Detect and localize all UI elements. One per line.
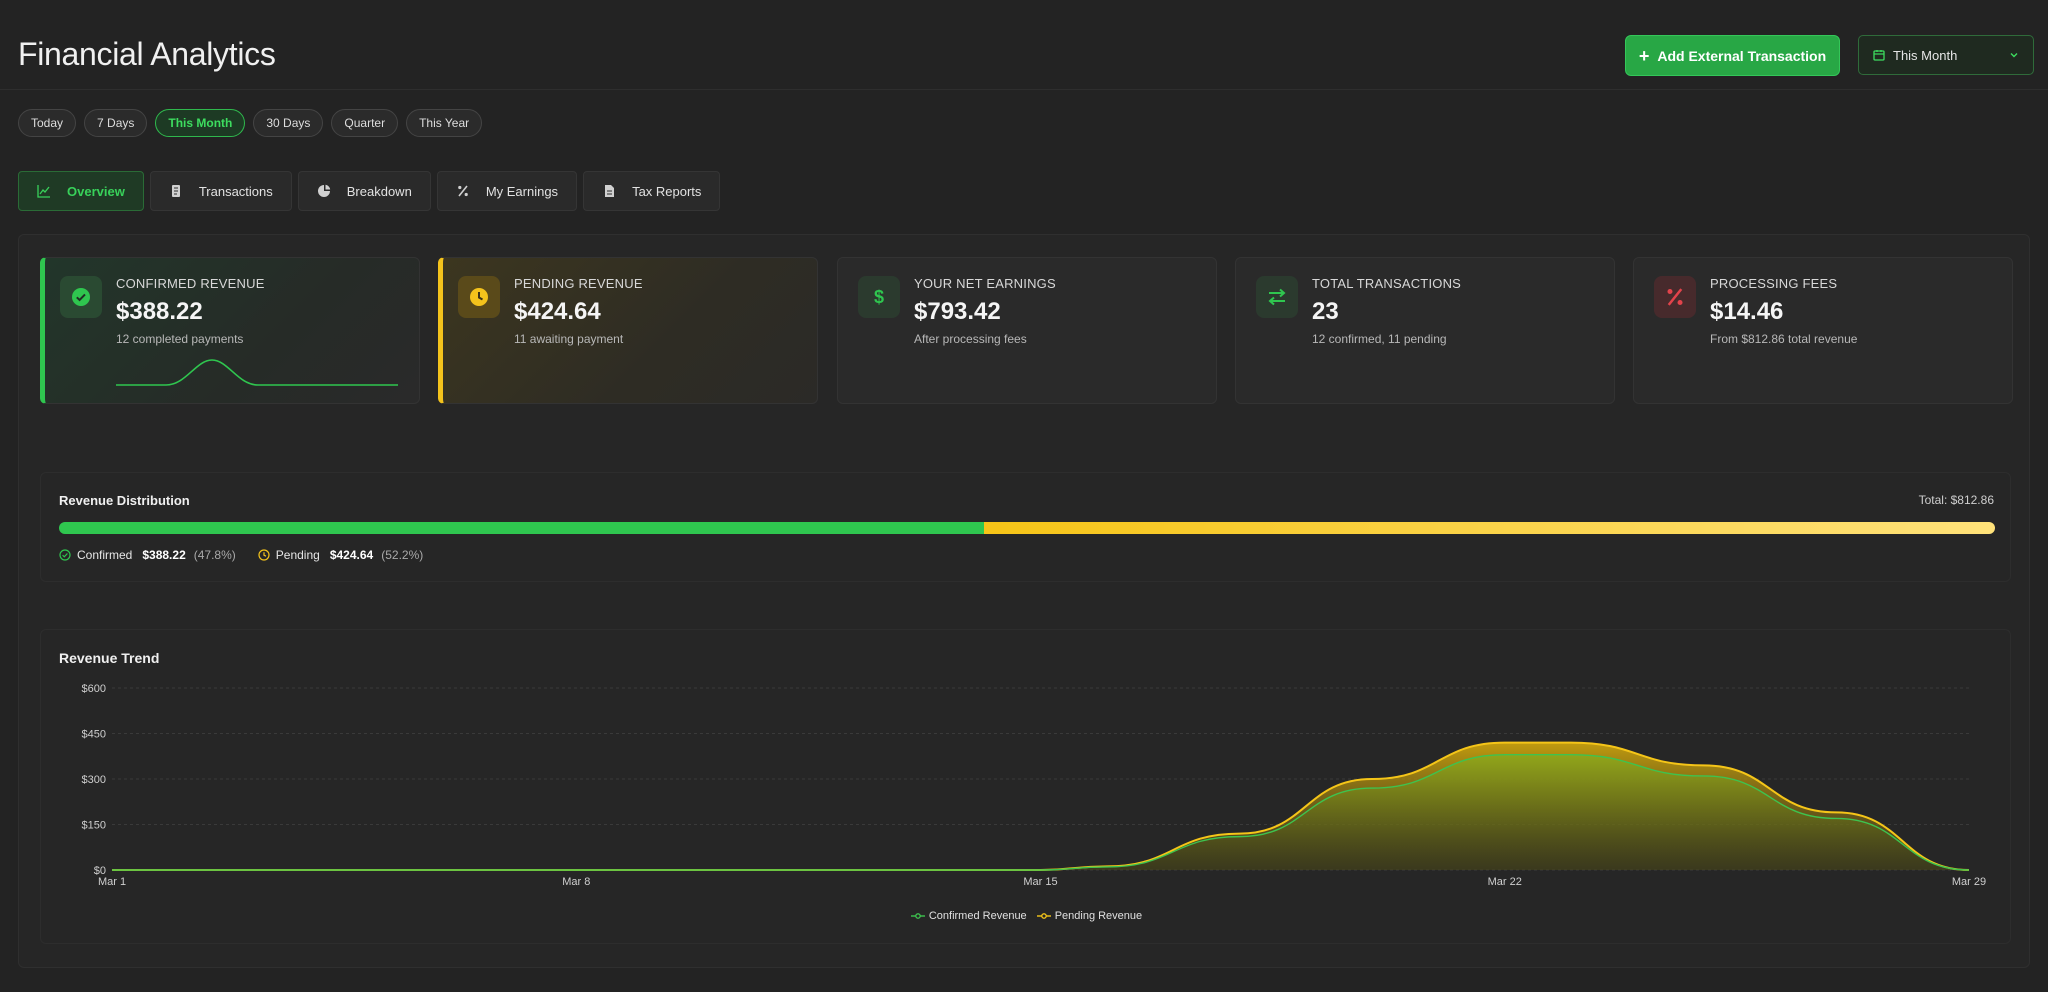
- y-tick-label: $300: [82, 774, 106, 786]
- range-this-month[interactable]: This Month: [155, 109, 246, 137]
- stat-card-label: PROCESSING FEES: [1710, 276, 1838, 291]
- svg-text:$: $: [874, 287, 884, 307]
- plus-icon: +: [1638, 45, 1650, 66]
- line-confirmed-revenue: [112, 754, 1970, 871]
- legend-pending-revenue[interactable]: Pending Revenue: [1036, 910, 1143, 922]
- add-external-transaction-button[interactable]: + Add External Transaction: [1625, 35, 1840, 76]
- range-this-year[interactable]: This Year: [406, 109, 483, 137]
- revenue-trend-chart: $0 $150 $300 $450 $600 Mar 1 Mar 8 Mar 15 Mar 22…: [82, 683, 1987, 888]
- x-tick-label: Mar 22: [1488, 876, 1522, 888]
- tab-label: Breakdown: [346, 183, 412, 199]
- tab-label: Overview: [67, 183, 125, 199]
- tab-transactions[interactable]: Transactions: [149, 171, 292, 211]
- pie-chart-icon: [317, 184, 331, 198]
- area-confirmed-revenue: [112, 754, 1969, 870]
- stat-card-label: PENDING REVENUE: [514, 276, 643, 291]
- clock-icon: [258, 549, 270, 561]
- confirmed-sparkline: [116, 359, 398, 386]
- y-tick-label: $0: [94, 865, 106, 877]
- exchange-icon: [1256, 276, 1298, 318]
- stat-card-your-net-earnings: $ YOUR NET EARNINGS $793.42 After processin…: [837, 257, 1217, 404]
- tab-label: My Earnings: [485, 183, 559, 199]
- legend-label: Confirmed Revenue: [928, 910, 1027, 922]
- range-30-days[interactable]: 30 Days: [253, 109, 324, 137]
- stat-card-subtext: 12 completed payments: [116, 332, 244, 346]
- stat-card-total-transactions: TOTAL TRANSACTIONS 23 12 confirmed, 11 pen…: [1235, 257, 1615, 404]
- stat-card-value: 23: [1312, 298, 1339, 325]
- legend-marker-icon: [1036, 913, 1051, 919]
- legend-marker-icon: [910, 913, 925, 919]
- analytics-tabs: Overview Transactions Breakdown My Earnings…: [18, 171, 721, 211]
- revenue-trend: Revenue Trend $0 $150 $300 $450 $600 Mar 1 Mar…: [40, 629, 2011, 944]
- y-tick-label: $450: [82, 729, 106, 741]
- receipt-icon: [169, 184, 183, 198]
- clock-icon: [458, 276, 500, 318]
- stat-card-subtext: 12 confirmed, 11 pending: [1312, 332, 1447, 346]
- legend-confirmed-label: Confirmed: [77, 548, 133, 562]
- stat-card-confirmed-revenue: CONFIRMED REVENUE $388.22 12 completed pay…: [40, 257, 420, 404]
- distribution-title: Revenue Distribution: [59, 493, 190, 508]
- y-tick-label: $150: [82, 820, 106, 832]
- line-chart-icon: [37, 184, 51, 198]
- add-button-label: Add External Transaction: [1657, 47, 1827, 64]
- tab-label: Tax Reports: [632, 183, 702, 199]
- calendar-icon: [1873, 50, 1885, 61]
- stat-card-label: YOUR NET EARNINGS: [914, 276, 1056, 291]
- x-tick-label: Mar 15: [1023, 876, 1057, 888]
- dollar-icon: $: [858, 276, 900, 318]
- distribution-total: Total: $812.86: [1918, 493, 1994, 507]
- range-quarter[interactable]: Quarter: [331, 109, 399, 137]
- trend-legend: Confirmed Revenue Pending Revenue: [41, 910, 2012, 922]
- page-header: Financial Analytics + Add External Trans…: [0, 0, 2048, 90]
- legend-confirmed-amount: $388.22: [142, 548, 186, 562]
- percent-icon: [1654, 276, 1696, 318]
- legend-confirmed: Confirmed $388.22 (47.8%): [59, 548, 236, 562]
- trend-title: Revenue Trend: [59, 650, 160, 666]
- date-range-filter: Today 7 Days This Month 30 Days Quarter This …: [18, 109, 483, 137]
- tab-label: Transactions: [198, 183, 273, 199]
- x-tick-label: Mar 29: [1952, 876, 1986, 888]
- tab-tax-reports[interactable]: Tax Reports: [583, 171, 721, 211]
- confirmed-segment: [59, 522, 985, 534]
- stat-card-subtext: 11 awaiting payment: [514, 332, 624, 346]
- stat-card-value: $424.64: [514, 298, 601, 325]
- stat-card-subtext: After processing fees: [914, 332, 1027, 346]
- chevron-down-icon: [2010, 53, 2018, 58]
- period-select-value: This Month: [1893, 47, 1958, 63]
- range-today[interactable]: Today: [18, 109, 77, 137]
- tab-breakdown[interactable]: Breakdown: [297, 171, 431, 211]
- y-tick-label: $600: [82, 683, 106, 695]
- page-title: Financial Analytics: [18, 36, 276, 72]
- stat-card-processing-fees: PROCESSING FEES $14.46 From $812.86 total …: [1633, 257, 2013, 404]
- legend-pending-pct: (52.2%): [381, 548, 424, 562]
- distribution-legend: Confirmed $388.22 (47.8%) Pending $424.6…: [59, 548, 445, 562]
- check-circle-icon: [60, 276, 102, 318]
- stat-card-label: TOTAL TRANSACTIONS: [1312, 276, 1462, 291]
- stat-card-subtext: From $812.86 total revenue: [1710, 332, 1858, 346]
- distribution-bar: [59, 522, 1995, 534]
- percent-icon: [456, 184, 470, 198]
- revenue-distribution: Revenue Distribution Total: $812.86 Conf…: [40, 472, 2011, 582]
- legend-confirmed-pct: (47.8%): [193, 548, 236, 562]
- stat-card-label: CONFIRMED REVENUE: [116, 276, 265, 291]
- check-circle-icon: [59, 549, 71, 561]
- pending-segment: [984, 522, 1995, 534]
- range-7-days[interactable]: 7 Days: [84, 109, 148, 137]
- document-icon: [602, 184, 616, 198]
- stat-card-value: $14.46: [1710, 298, 1784, 325]
- x-tick-label: Mar 8: [562, 876, 590, 888]
- tab-overview[interactable]: Overview: [18, 171, 144, 211]
- tab-my-earnings[interactable]: My Earnings: [436, 171, 578, 211]
- stat-card-value: $388.22: [116, 298, 203, 325]
- legend-pending-label: Pending: [275, 548, 320, 562]
- stat-card-pending-revenue: PENDING REVENUE $424.64 11 awaiting paymen…: [438, 257, 818, 404]
- x-tick-label: Mar 1: [98, 876, 126, 888]
- legend-pending-amount: $424.64: [329, 548, 374, 562]
- legend-label: Pending Revenue: [1054, 910, 1143, 922]
- legend-pending: Pending $424.64 (52.2%): [258, 548, 423, 562]
- stat-card-value: $793.42: [914, 298, 1001, 325]
- period-select[interactable]: This Month: [1858, 35, 2034, 75]
- legend-confirmed-revenue[interactable]: Confirmed Revenue: [910, 910, 1027, 922]
